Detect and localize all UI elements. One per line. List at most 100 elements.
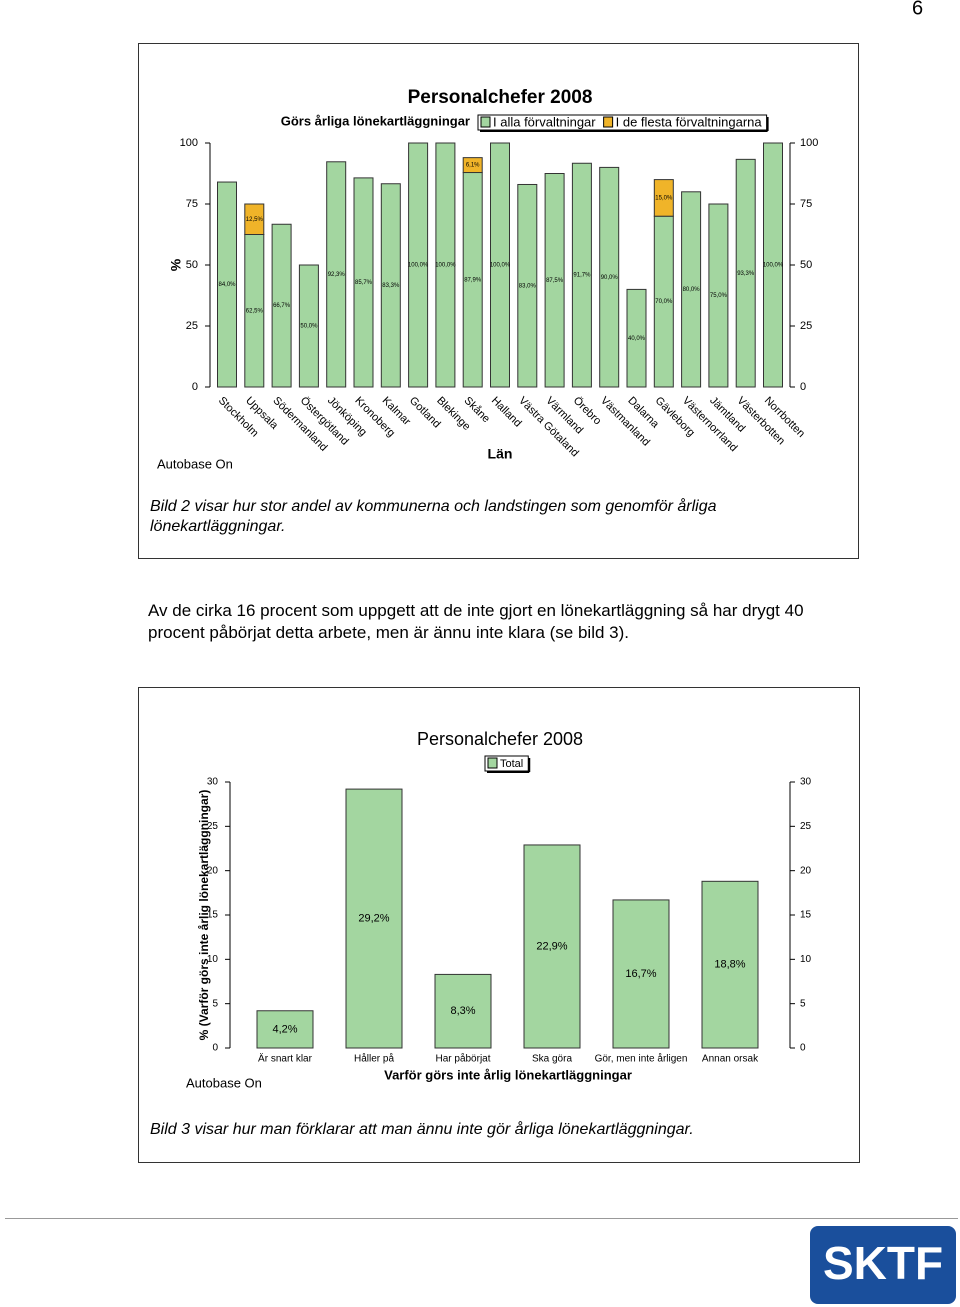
x-axis-label: Län [488, 446, 513, 462]
y-tick-label: 50 [186, 259, 198, 271]
data-label: 83,0% [519, 283, 537, 289]
data-label: 70,0% [655, 299, 673, 305]
y-tick-label: 30 [207, 777, 219, 788]
data-label: 8,3% [450, 1005, 475, 1017]
x-tick-label: Har påbörjat [435, 1053, 490, 1065]
y-tick-label: 75 [186, 198, 198, 210]
logo: SKTF [823, 1237, 943, 1289]
bar [271, 223, 292, 388]
data-label: 100,0% [763, 263, 784, 269]
bar [701, 880, 759, 1049]
data-label: 66,7% [273, 303, 291, 309]
y-tick-label: 15 [800, 910, 812, 921]
bar [434, 973, 492, 1049]
bar [571, 162, 592, 388]
data-label: 87,9% [464, 277, 482, 283]
y-tick-label: 30 [800, 777, 812, 788]
x-tick-label: Annan orsak [702, 1054, 759, 1065]
bar [353, 177, 374, 388]
data-label: 18,8% [714, 959, 745, 971]
bar [681, 191, 702, 388]
y-tick-label: 75 [800, 198, 812, 210]
y-tick-label: 25 [800, 821, 812, 832]
chart-frame [138, 687, 860, 1163]
y-tick-label: 0 [192, 381, 198, 393]
data-label: 4,2% [272, 1023, 297, 1035]
y-tick-label: 50 [800, 259, 812, 271]
page-number: 6 [912, 0, 923, 19]
bar [763, 142, 783, 388]
bar [298, 264, 319, 388]
data-label: 15,0% [655, 195, 673, 201]
bar [217, 181, 237, 388]
y-tick-label: 0 [212, 1043, 218, 1054]
data-label: 100,0% [490, 263, 511, 269]
bar [326, 161, 347, 388]
bar [653, 179, 674, 217]
data-label: 50,0% [300, 324, 318, 330]
y-tick-label: 25 [800, 320, 812, 332]
data-label: 22,9% [536, 940, 567, 952]
y-tick-label: 15 [207, 910, 219, 921]
data-label: 92,3% [328, 272, 346, 278]
x-axis-label: Varför görs inte årlig lönekartläggninga… [384, 1067, 632, 1082]
bar [735, 158, 756, 388]
y-tick-label: 25 [186, 320, 198, 332]
legend-swatch [487, 757, 498, 769]
x-tick-label: Håller på [354, 1053, 394, 1065]
annotation: Autobase On [186, 1075, 262, 1090]
data-label: 16,7% [625, 968, 656, 980]
y-tick-label: 10 [207, 954, 219, 965]
y-tick-label: 20 [800, 865, 812, 876]
bar [544, 173, 565, 388]
y-tick-label: 20 [207, 865, 219, 876]
bar [523, 844, 581, 1049]
data-label: 83,3% [382, 283, 400, 289]
data-label: 87,5% [546, 278, 564, 284]
data-label: 84,0% [218, 282, 236, 288]
data-label: 75,0% [710, 293, 728, 299]
data-label: 91,7% [573, 273, 591, 279]
bar [435, 142, 456, 388]
paragraph: Av de cirka 16 procent som uppgett att d… [148, 601, 804, 642]
data-label: 80,0% [683, 287, 701, 293]
data-label: 100,0% [435, 263, 456, 269]
bar [490, 142, 510, 388]
y-tick-label: 100 [180, 137, 198, 149]
legend-swatch [603, 116, 614, 128]
y-tick-label: 100 [800, 137, 818, 149]
chart-frame [138, 43, 859, 559]
legend-label: Total [500, 758, 523, 770]
bar [345, 788, 403, 1049]
y-tick-label: 5 [800, 998, 806, 1009]
data-label: 6,1% [466, 163, 480, 169]
y-axis-label: % [168, 258, 184, 271]
x-tick-label: Är snart klar [258, 1053, 313, 1065]
bar [612, 899, 670, 1049]
legend-label: I de flesta förvaltningarna [616, 114, 763, 129]
bar [599, 166, 620, 388]
bar [380, 183, 401, 388]
data-label: 62,5% [246, 308, 264, 314]
bar [408, 142, 429, 388]
data-label: 12,5% [246, 217, 264, 223]
bar [462, 157, 483, 174]
chart-subtitle: Görs årliga lönekartläggningar [281, 113, 470, 128]
data-label: 29,2% [358, 912, 389, 924]
y-tick-label: 0 [800, 1043, 806, 1054]
legend-swatch [480, 116, 491, 128]
bar [244, 203, 265, 235]
data-label: 90,0% [601, 275, 619, 281]
y-tick-label: 10 [800, 954, 812, 965]
bar [626, 288, 647, 388]
bar [517, 183, 538, 388]
bar [256, 1010, 314, 1049]
data-label: 40,0% [628, 336, 646, 342]
chart-title: Personalchefer 2008 [408, 87, 593, 108]
caption: Bild 2 visar hur stor andel av kommunern… [150, 498, 717, 535]
data-label: 85,7% [355, 280, 373, 286]
y-tick-label: 25 [207, 821, 219, 832]
y-tick-label: 0 [800, 381, 806, 393]
